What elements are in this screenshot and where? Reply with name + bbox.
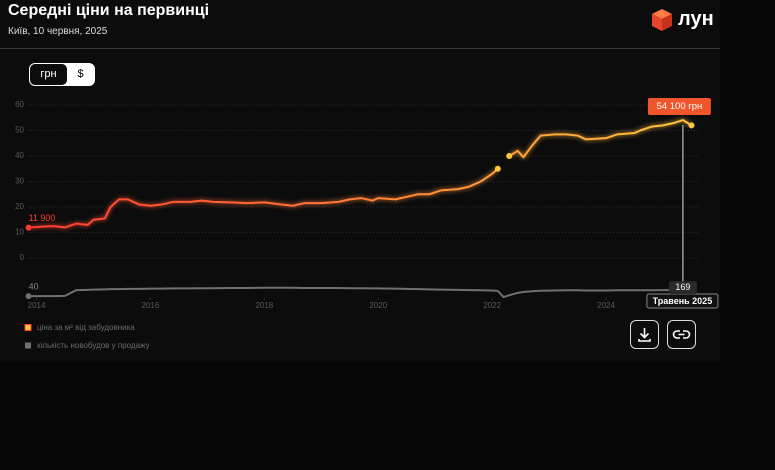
brand: лун [678, 8, 714, 30]
legend-label: ціна за м² від забудовника [37, 323, 135, 332]
y-tick-label: 0 [20, 253, 25, 262]
link-icon [672, 330, 691, 339]
x-tick-label: 2020 [369, 301, 387, 310]
tooltip-box [647, 98, 711, 116]
series-line [28, 168, 499, 229]
data-label: 11 900 [29, 213, 56, 223]
tooltip-value: 54 100 грн [657, 101, 703, 112]
download-button[interactable] [630, 320, 659, 349]
x-tick-label: 2014 [28, 301, 46, 310]
point [688, 122, 695, 129]
y-tick-label: 60 [15, 100, 24, 109]
subtitle: Київ, 10 червня, 2025 [8, 26, 108, 37]
brand-logo [652, 9, 672, 31]
point [506, 153, 513, 159]
date-label: Травень 2025 [653, 296, 713, 306]
y-tick-label: 20 [15, 202, 24, 211]
x-tick-label: 2016 [142, 301, 160, 310]
point [25, 224, 32, 231]
download-icon [638, 328, 651, 342]
point [25, 293, 32, 300]
x-tick-label: 2018 [255, 301, 273, 310]
link-button[interactable] [667, 320, 696, 349]
data-label: 40 [29, 282, 39, 292]
y-tick-label: 50 [15, 126, 24, 135]
x-tick-label: 2022 [483, 301, 501, 310]
point [494, 165, 501, 172]
widget: Середні ціни на первинці Київ, 10 червня… [0, 2, 720, 349]
tooltip-box [668, 281, 697, 295]
tooltip-value: 169 [675, 282, 690, 292]
x-tick-label: 2024 [597, 301, 615, 310]
series-line [508, 119, 692, 159]
y-tick-label: 30 [15, 177, 24, 186]
y-tick-label: 10 [15, 228, 24, 237]
title: Середні ціни на первинці [8, 2, 210, 19]
toggle-option[interactable]: грн [30, 64, 67, 85]
y-tick-label: 40 [15, 151, 24, 160]
legend-swatch [24, 324, 32, 331]
toggle-option[interactable]: $ [77, 68, 84, 80]
series-line [28, 286, 692, 299]
legend-swatch [25, 342, 31, 349]
legend-label: кількість новобудов у продажу [37, 341, 150, 350]
divider [0, 48, 720, 49]
currency-toggle[interactable]: грн $ [29, 63, 95, 86]
